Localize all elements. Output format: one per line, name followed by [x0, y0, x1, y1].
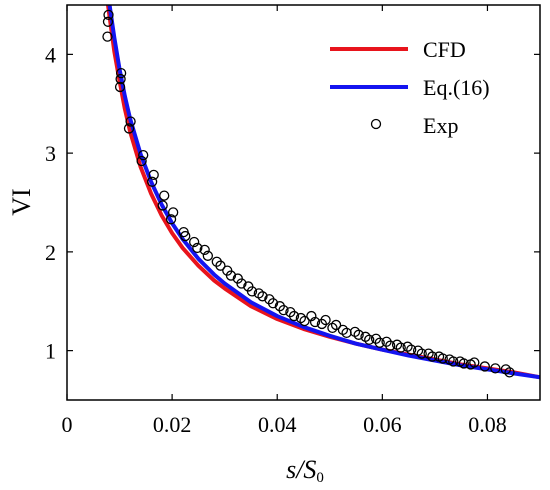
- x-axis-title: s/S0: [286, 455, 324, 486]
- data-point-exp: [225, 270, 237, 281]
- data-point-exp: [437, 353, 448, 364]
- data-point-exp: [236, 278, 247, 289]
- data-point-exp: [395, 342, 406, 353]
- data-point-exp: [257, 291, 268, 302]
- x-tick-label: 0: [62, 412, 73, 437]
- series-line-eq16: [107, 5, 540, 380]
- data-point-exp: [189, 236, 200, 248]
- data-point-exp: [448, 356, 459, 367]
- data-point-exp: [288, 310, 300, 322]
- data-point-exp: [115, 67, 127, 79]
- data-point-exp: [320, 314, 331, 326]
- data-point-exp: [330, 319, 342, 331]
- legend-label-eq16: Eq.(16): [423, 75, 490, 100]
- data-point-exp: [458, 358, 469, 369]
- data-point-exp: [114, 81, 126, 93]
- data-point-exp: [103, 9, 114, 21]
- data-point-exp: [136, 155, 147, 167]
- data-point-exp: [309, 316, 321, 328]
- axis-layer: 0 0.02 0.04 0.06 0.08 1 2 3 4: [45, 5, 540, 437]
- x-axis-title-main: s/S: [286, 455, 316, 484]
- x-tick-label: 0.02: [153, 412, 192, 437]
- data-point-exp: [102, 31, 113, 42]
- series-line-cfd: [106, 5, 540, 380]
- data-point-exp: [157, 200, 168, 211]
- data-point-exp: [479, 361, 490, 372]
- legend-swatch-exp: [370, 118, 382, 130]
- data-point-exp: [504, 367, 515, 378]
- legend-label-cfd: CFD: [423, 37, 466, 62]
- data-point-exp: [469, 357, 480, 368]
- legend: CFD Eq.(16) Exp: [330, 37, 490, 138]
- data-point-exp: [406, 344, 417, 355]
- y-tick-label: 3: [45, 141, 56, 166]
- data-point-exp: [215, 260, 226, 271]
- data-point-exp: [416, 348, 427, 359]
- y-tick-label: 2: [45, 240, 56, 265]
- plot-series-layer: [102, 5, 540, 380]
- data-point-exp: [364, 334, 375, 345]
- data-point-exp: [165, 214, 177, 225]
- data-point-exp: [168, 207, 179, 218]
- data-point-exp: [138, 149, 149, 161]
- data-point-exp: [102, 16, 114, 27]
- y-tick-label: 4: [45, 42, 56, 67]
- data-point-exp: [146, 176, 158, 187]
- data-point-exp: [374, 337, 385, 348]
- data-point-exp: [427, 351, 438, 362]
- data-point-exp: [385, 340, 396, 351]
- plot-frame: [66, 4, 541, 401]
- x-tick-label: 0.08: [468, 412, 507, 437]
- data-point-exp: [115, 73, 126, 85]
- y-tick-label: 1: [45, 339, 56, 364]
- data-point-exp: [306, 310, 317, 322]
- data-point-exp: [299, 315, 310, 327]
- x-axis-title-subscript: 0: [316, 470, 324, 486]
- y-axis-title: VI: [7, 188, 36, 215]
- data-point-exp: [125, 116, 136, 127]
- data-point-exp: [353, 329, 364, 340]
- x-tick-label: 0.04: [258, 412, 297, 437]
- data-point-exp: [199, 244, 210, 256]
- data-point-exp: [278, 304, 289, 316]
- data-point-exp: [123, 123, 135, 134]
- data-point-exp: [159, 190, 170, 201]
- x-tick-label: 0.06: [363, 412, 402, 437]
- data-point-exp: [180, 230, 191, 242]
- legend-label-exp: Exp: [423, 113, 458, 138]
- data-point-exp: [490, 363, 501, 374]
- data-point-exp: [267, 298, 279, 309]
- data-point-exp: [202, 250, 214, 261]
- data-point-exp: [148, 169, 159, 181]
- data-point-exp: [192, 242, 203, 254]
- data-point-exp: [246, 286, 258, 297]
